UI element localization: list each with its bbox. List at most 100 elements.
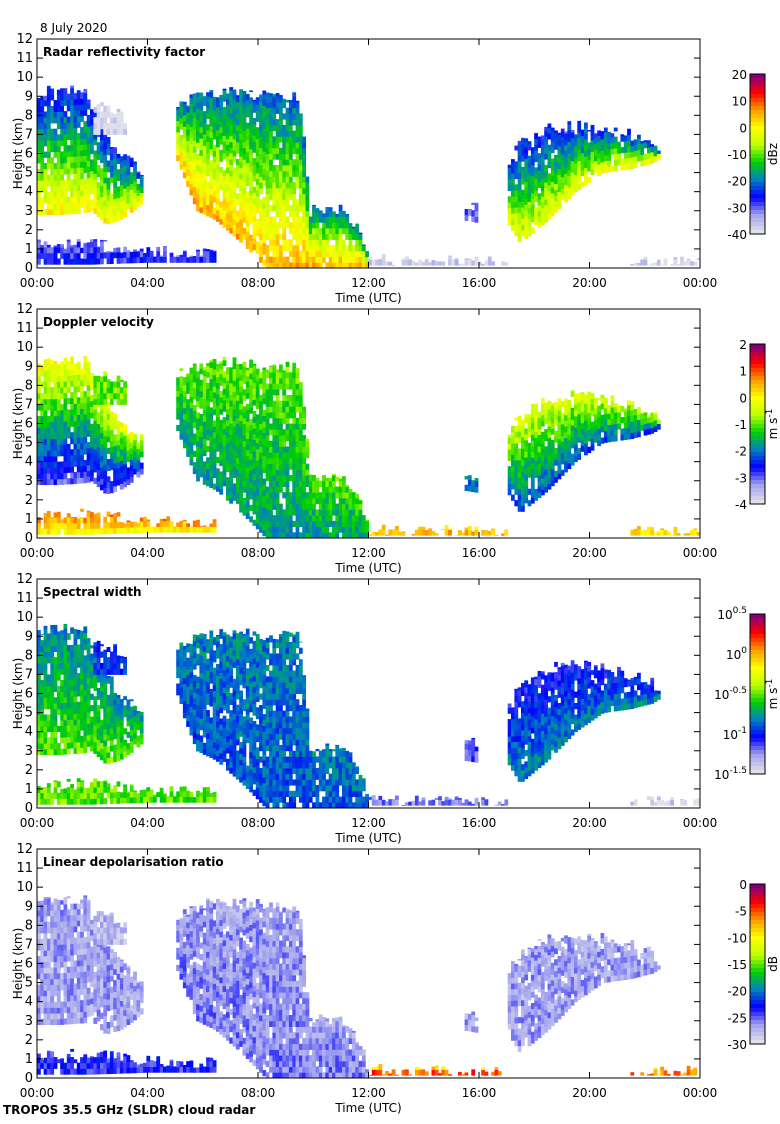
- data-cell: [183, 126, 187, 132]
- data-cell: [312, 521, 316, 527]
- data-cell: [253, 462, 257, 468]
- data-cell: [611, 424, 615, 430]
- data-cell: [120, 472, 124, 478]
- data-cell: [37, 462, 41, 468]
- data-cell: [196, 395, 200, 401]
- data-cell: [395, 529, 399, 535]
- data-cell: [604, 149, 608, 155]
- data-cell: [87, 379, 91, 385]
- data-cell: [57, 445, 61, 451]
- data-cell: [259, 487, 263, 493]
- data-cell: [209, 251, 213, 257]
- data-cell: [219, 104, 223, 110]
- data-cell: [551, 429, 555, 435]
- data-cell: [130, 158, 134, 162]
- data-cell: [57, 247, 61, 253]
- data-cell: [47, 523, 51, 529]
- data-cell: [286, 452, 290, 458]
- data-cell: [44, 387, 48, 393]
- data-cell: [567, 446, 571, 452]
- data-cell: [40, 370, 44, 376]
- data-cell: [209, 482, 213, 488]
- data-cell: [534, 409, 538, 415]
- data-cell: [57, 134, 61, 140]
- data-cell: [216, 181, 220, 187]
- data-cell: [468, 259, 472, 265]
- data-cell: [521, 178, 525, 184]
- data-cell: [581, 434, 585, 440]
- data-cell: [117, 434, 121, 440]
- data-cell: [292, 429, 296, 435]
- data-cell: [90, 470, 94, 476]
- data-cell: [594, 161, 598, 167]
- data-cell: [538, 423, 542, 429]
- data-cell: [299, 222, 303, 228]
- data-cell: [60, 421, 64, 427]
- data-cell: [359, 251, 363, 257]
- data-cell: [249, 442, 253, 448]
- data-cell: [40, 393, 44, 399]
- data-cell: [548, 162, 552, 168]
- data-cell: [266, 211, 270, 217]
- data-cell: [90, 441, 94, 447]
- data-cell: [299, 383, 303, 389]
- data-cell: [256, 207, 260, 213]
- data-cell: [521, 460, 525, 466]
- data-cell: [534, 432, 538, 438]
- data-cell: [199, 150, 203, 156]
- data-cell: [279, 372, 283, 378]
- data-cell: [561, 194, 565, 200]
- data-cell: [143, 253, 147, 257]
- colorbar-tick-label: 20: [732, 68, 747, 82]
- data-cell: [100, 456, 104, 462]
- data-cell: [223, 170, 227, 176]
- data-cell: [564, 156, 568, 162]
- data-cell: [296, 234, 300, 240]
- data-cell: [561, 470, 565, 476]
- data-cell: [561, 148, 565, 154]
- data-cell: [176, 425, 180, 431]
- data-cell: [83, 184, 87, 190]
- data-cell: [276, 136, 280, 142]
- data-cell: [103, 376, 107, 382]
- data-cell: [110, 165, 114, 171]
- data-cell: [574, 433, 578, 439]
- data-cell: [113, 513, 117, 517]
- data-cell: [614, 165, 618, 171]
- data-cell: [329, 257, 333, 263]
- data-cell: [551, 159, 555, 165]
- data-cell: [123, 160, 127, 166]
- data-cell: [143, 257, 147, 263]
- data-cell: [216, 135, 220, 141]
- data-cell: [160, 527, 164, 533]
- data-cell: [302, 159, 306, 165]
- data-cell: [233, 460, 237, 466]
- data-cell: [335, 239, 339, 245]
- data-cell: [538, 480, 542, 486]
- data-cell: [50, 462, 54, 468]
- data-cell: [262, 387, 266, 393]
- data-cell: [37, 259, 41, 265]
- data-cell: [37, 523, 41, 529]
- data-cell: [236, 389, 240, 395]
- data-cell: [309, 228, 313, 234]
- data-cell: [206, 394, 210, 400]
- data-cell: [259, 406, 263, 412]
- data-cell: [332, 521, 336, 527]
- data-cell: [64, 467, 68, 473]
- data-cell: [597, 429, 601, 435]
- data-cell: [236, 142, 240, 148]
- colorbar-swatch: [750, 424, 765, 429]
- data-cell: [77, 167, 81, 173]
- data-cell: [40, 462, 44, 468]
- data-cell: [199, 161, 203, 167]
- data-cell: [282, 176, 286, 182]
- data-cell: [193, 388, 197, 394]
- data-cell: [299, 424, 303, 430]
- data-cell: [548, 124, 552, 129]
- data-cell: [544, 136, 548, 142]
- data-cell: [37, 370, 41, 376]
- data-cell: [339, 498, 343, 504]
- data-cell: [113, 480, 117, 486]
- colorbar-swatch: [750, 396, 765, 401]
